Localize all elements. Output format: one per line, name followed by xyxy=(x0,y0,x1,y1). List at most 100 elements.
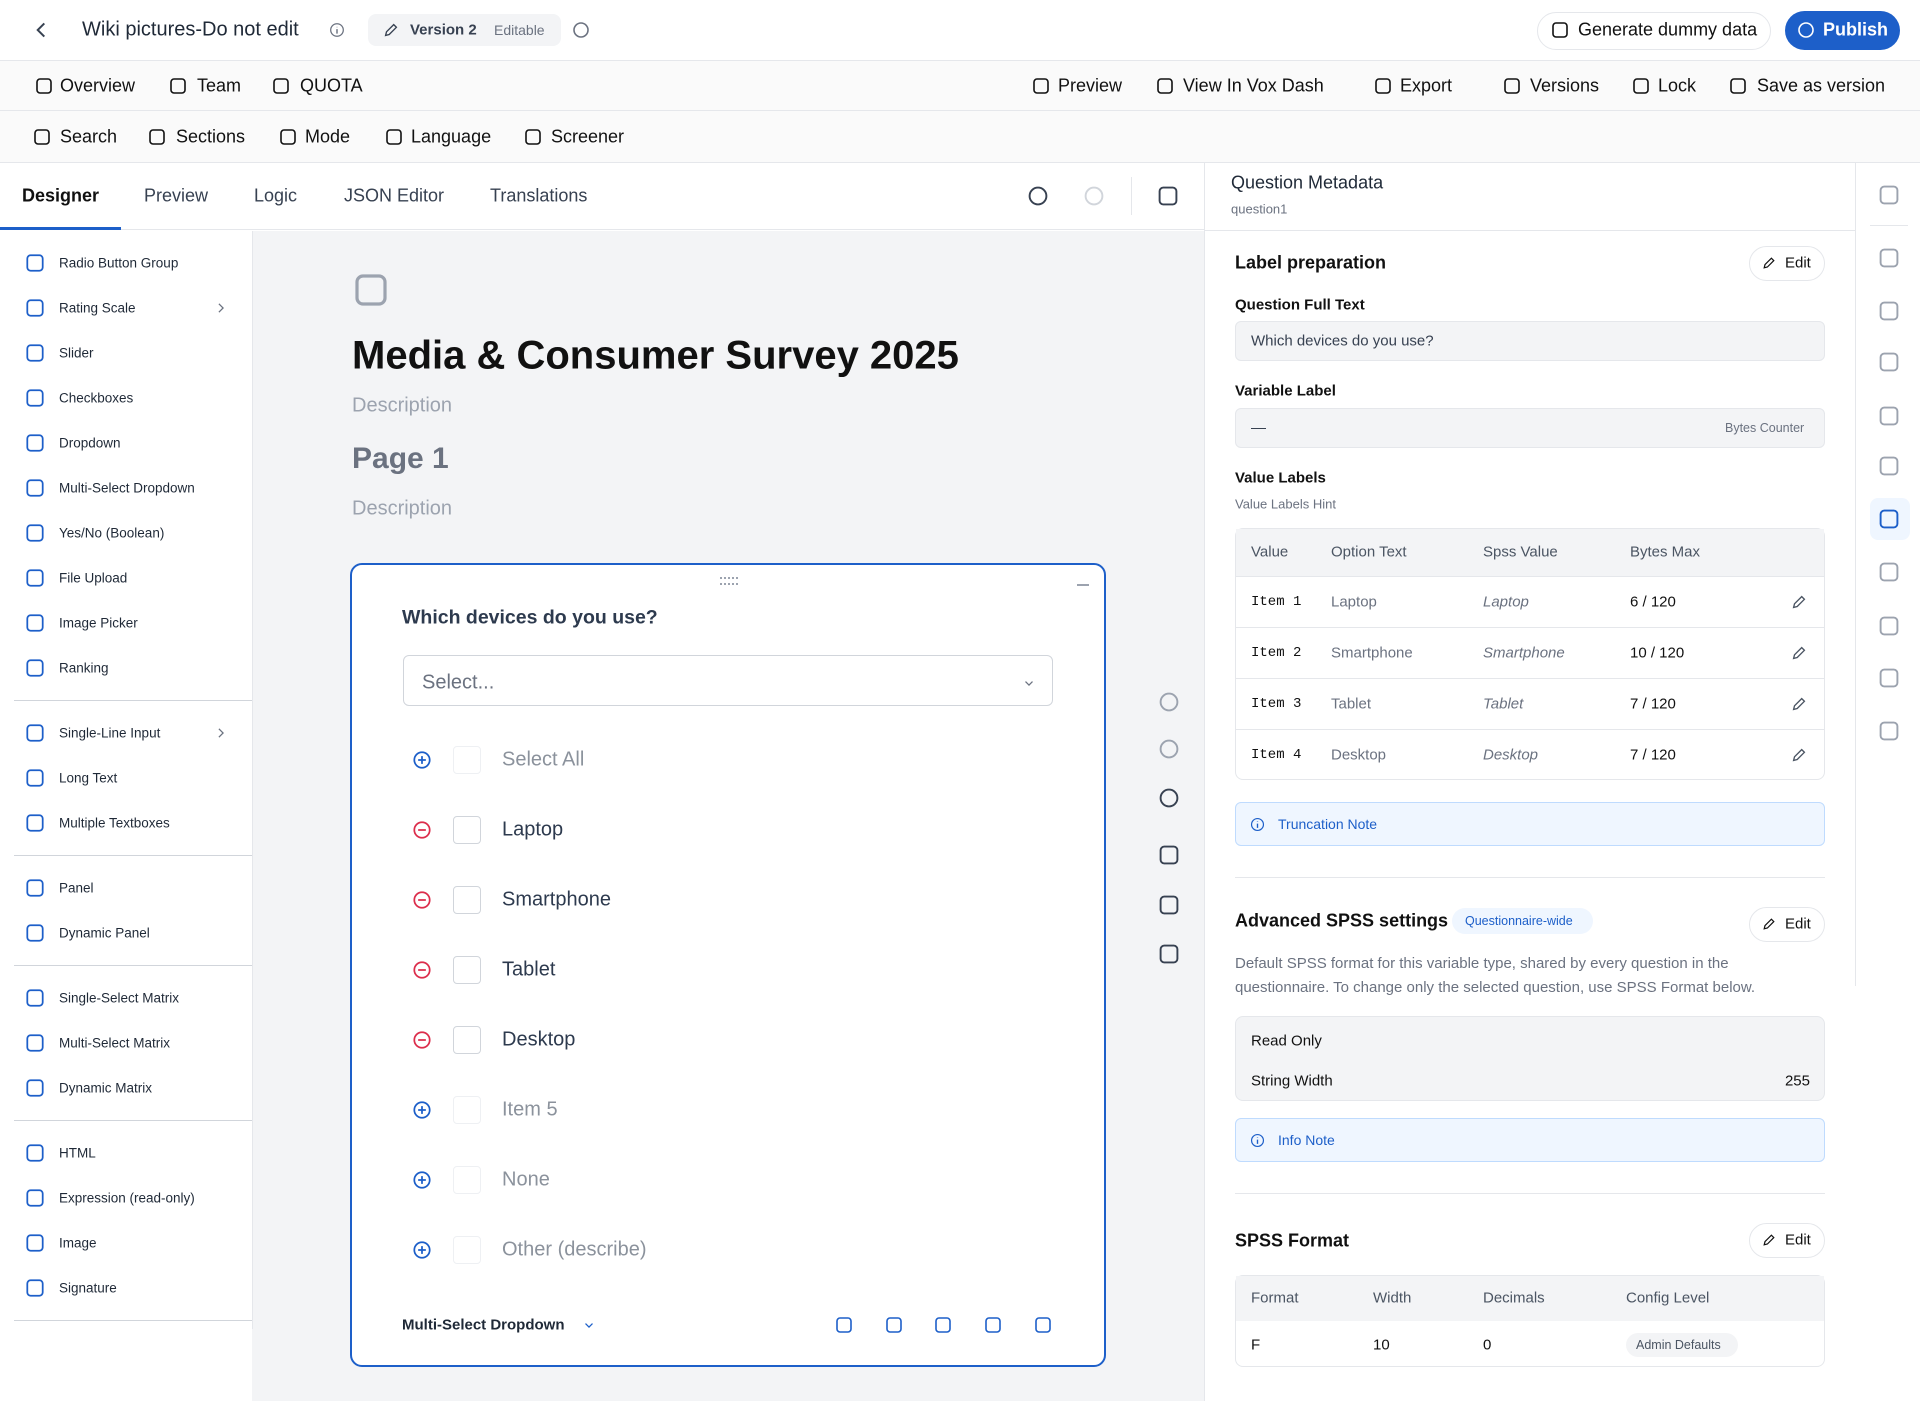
generate-button[interactable] xyxy=(1537,12,1771,50)
survey-title: Media & Consumer Survey 2025 xyxy=(352,333,959,378)
checkbox[interactable] xyxy=(453,886,481,914)
toolbar-item[interactable]: Screener xyxy=(551,126,625,147)
checkbox[interactable] xyxy=(453,1236,481,1264)
tab[interactable]: JSON Editor xyxy=(344,185,445,206)
table xyxy=(1235,1275,1825,1367)
toolbox-item[interactable]: Radio Button Group xyxy=(59,255,179,271)
panel-title: Question Metadata xyxy=(1231,172,1384,193)
table-cell: Laptop xyxy=(1483,593,1529,611)
icon xyxy=(1250,1133,1265,1147)
setting-label: Read Only xyxy=(1251,1032,1322,1050)
tab[interactable]: Translations xyxy=(490,185,588,206)
tab[interactable]: Logic xyxy=(254,185,298,206)
option-label: Smartphone xyxy=(502,888,611,911)
icon xyxy=(26,434,44,452)
tab[interactable]: Designer xyxy=(22,185,100,206)
toolbox-item[interactable]: File Upload xyxy=(59,570,128,586)
icon xyxy=(26,254,44,272)
edit-button[interactable] xyxy=(1749,246,1825,281)
toolbox-item[interactable]: Checkboxes xyxy=(59,390,134,406)
toolbox-item[interactable]: Slider xyxy=(59,345,94,361)
toolbox-item[interactable]: Dynamic Matrix xyxy=(59,1080,153,1096)
toolbar-item[interactable]: Search xyxy=(60,126,118,147)
checkbox[interactable] xyxy=(453,1166,481,1194)
collapse xyxy=(1077,584,1089,586)
nav-item[interactable]: QUOTA xyxy=(300,75,363,96)
edit-button[interactable] xyxy=(1749,1223,1825,1258)
toolbox-item[interactable]: Dropdown xyxy=(59,435,121,451)
toolbox-item[interactable]: Yes/No (Boolean) xyxy=(59,525,165,541)
nav-action[interactable]: Lock xyxy=(1658,75,1697,96)
nav-action[interactable]: Preview xyxy=(1058,75,1123,96)
icon xyxy=(1879,721,1899,741)
icon xyxy=(1250,817,1265,831)
checkbox[interactable] xyxy=(453,746,481,774)
checkbox[interactable] xyxy=(453,1026,481,1054)
option-label: Other (describe) xyxy=(502,1238,647,1261)
version-status: Editable xyxy=(494,22,545,38)
toolbox-item[interactable]: Expression (read-only) xyxy=(59,1190,195,1206)
icon xyxy=(1025,681,1033,686)
question-type[interactable]: Multi-Select Dropdown xyxy=(402,1316,565,1334)
survey-description: Description xyxy=(352,394,453,417)
toolbox-item[interactable]: Dynamic Panel xyxy=(59,925,150,941)
column-header: Bytes Max xyxy=(1630,543,1701,561)
toolbar-item[interactable]: Language xyxy=(411,126,492,147)
tab[interactable]: Preview xyxy=(144,185,209,206)
toolbox-item[interactable]: Ranking xyxy=(59,660,109,676)
table-cell: Item 1 xyxy=(1251,594,1302,610)
toolbox-item[interactable]: Single-Select Matrix xyxy=(59,990,180,1006)
settings-box xyxy=(1235,1016,1825,1101)
toolbox-item[interactable]: Rating Scale xyxy=(59,300,136,316)
edit-button[interactable] xyxy=(1749,907,1825,942)
nav-action[interactable]: Save as version xyxy=(1757,75,1886,96)
checkbox[interactable] xyxy=(453,1096,481,1124)
edit-label[interactable]: Edit xyxy=(1785,1231,1811,1249)
page-title: Page 1 xyxy=(352,442,449,475)
table-cell: 7 / 120 xyxy=(1630,746,1676,764)
toolbar-item[interactable]: Mode xyxy=(305,126,351,147)
toolbox-item[interactable]: Image Picker xyxy=(59,615,138,631)
nav-action[interactable]: View In Vox Dash xyxy=(1183,75,1324,96)
toolbar xyxy=(0,111,1920,163)
toolbox-item[interactable]: Long Text xyxy=(59,770,118,786)
icon xyxy=(26,724,44,742)
toolbox-item[interactable]: Multi-Select Dropdown xyxy=(59,480,195,496)
generate-label[interactable]: Generate dummy data xyxy=(1578,19,1758,40)
bytes-counter: Bytes Counter xyxy=(1725,421,1805,435)
row-divider xyxy=(1236,576,1824,577)
nav-item[interactable]: Overview xyxy=(60,75,136,96)
icon xyxy=(384,23,398,37)
toolbox-item[interactable]: Multi-Select Matrix xyxy=(59,1035,171,1051)
icon xyxy=(26,299,44,317)
nav-action[interactable]: Versions xyxy=(1530,75,1600,96)
table-cell: 10 xyxy=(1373,1336,1390,1354)
field xyxy=(1235,408,1825,448)
checkbox[interactable] xyxy=(453,956,481,984)
toolbox-item[interactable]: HTML xyxy=(59,1145,96,1161)
select-box xyxy=(403,655,1053,706)
publish-button[interactable] xyxy=(1785,11,1900,50)
icon xyxy=(1159,895,1179,915)
toolbox-item[interactable]: Image xyxy=(59,1235,97,1251)
section-heading: SPSS Format xyxy=(1235,1230,1350,1251)
nav-item[interactable]: Team xyxy=(197,75,242,96)
edit-label[interactable]: Edit xyxy=(1785,915,1811,933)
edit-label[interactable]: Edit xyxy=(1785,254,1811,272)
toolbox-item[interactable]: Multiple Textboxes xyxy=(59,815,170,831)
toolbox-item[interactable]: Single-Line Input xyxy=(59,725,161,741)
nav-action[interactable]: Export xyxy=(1400,75,1453,96)
icon xyxy=(1879,406,1899,426)
checkbox[interactable] xyxy=(453,816,481,844)
publish-label[interactable]: Publish xyxy=(1823,19,1889,40)
row-divider xyxy=(1236,627,1824,628)
toolbox-item[interactable]: Signature xyxy=(59,1280,117,1296)
icon xyxy=(26,769,44,787)
icon xyxy=(1798,22,1814,38)
toolbox-item[interactable]: Panel xyxy=(59,880,94,896)
icon xyxy=(1730,78,1746,94)
field-label: Variable Label xyxy=(1235,382,1336,400)
toolbar-item[interactable]: Sections xyxy=(176,126,246,147)
setting-label: String Width xyxy=(1251,1072,1333,1090)
icon xyxy=(525,129,541,145)
